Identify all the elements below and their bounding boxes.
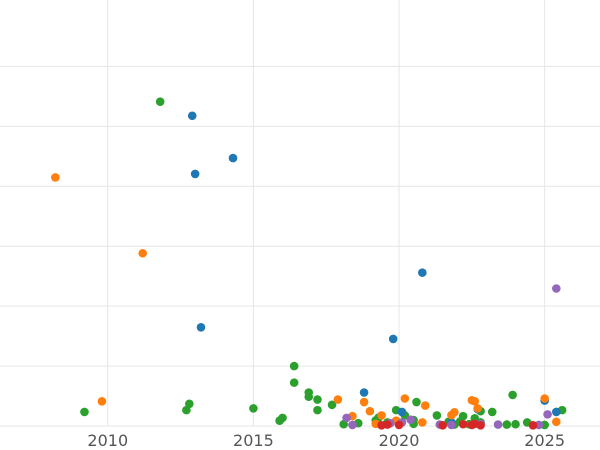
data-point [400, 394, 410, 403]
data-point [508, 390, 517, 400]
data-point [348, 420, 357, 430]
data-point [359, 388, 369, 397]
data-point [359, 397, 369, 407]
data-point [190, 169, 200, 179]
data-point [458, 419, 468, 429]
x-tick-label: 2020 [379, 431, 420, 450]
data-point [470, 397, 480, 406]
data-point [420, 401, 430, 410]
data-point [418, 418, 427, 427]
data-point [528, 420, 538, 430]
data-point [552, 417, 561, 427]
data-point [388, 334, 398, 344]
data-point [51, 173, 60, 182]
data-point [540, 394, 549, 403]
data-point [511, 419, 520, 429]
data-points [51, 97, 567, 430]
data-point [552, 407, 561, 417]
data-point [438, 420, 448, 430]
data-point [377, 411, 386, 420]
x-axis-ticks: 2010 2015 2020 2025 [87, 431, 565, 450]
data-point [502, 420, 512, 429]
x-tick-label: 2025 [524, 431, 565, 450]
data-point [432, 411, 442, 420]
data-point [138, 248, 148, 258]
x-tick-label: 2015 [233, 431, 274, 450]
data-point [394, 420, 404, 430]
data-point [406, 415, 415, 424]
data-point [418, 268, 427, 277]
data-point [450, 407, 459, 417]
data-point [289, 378, 299, 387]
data-point [383, 420, 392, 429]
data-point [493, 420, 503, 429]
data-point [476, 420, 485, 430]
data-point [333, 395, 343, 404]
data-point [365, 406, 375, 416]
data-point [97, 397, 107, 406]
data-point [289, 361, 299, 371]
data-point [185, 399, 194, 409]
data-point [80, 407, 89, 417]
data-point [543, 410, 552, 419]
data-point [342, 413, 351, 423]
data-point [196, 322, 206, 332]
data-point [313, 395, 322, 404]
data-point [412, 397, 421, 407]
data-point [228, 153, 238, 163]
grid [0, 0, 600, 427]
data-point [458, 411, 468, 421]
data-point [552, 284, 561, 293]
data-point [473, 404, 482, 413]
data-point [304, 392, 314, 402]
data-point [278, 413, 287, 423]
data-point [397, 407, 407, 417]
data-point [313, 405, 322, 415]
data-point [155, 97, 165, 106]
data-point [249, 404, 258, 413]
data-point [487, 407, 497, 417]
data-point [327, 400, 337, 410]
x-tick-label: 2010 [87, 431, 128, 450]
data-point [447, 420, 456, 430]
data-point [187, 111, 197, 121]
